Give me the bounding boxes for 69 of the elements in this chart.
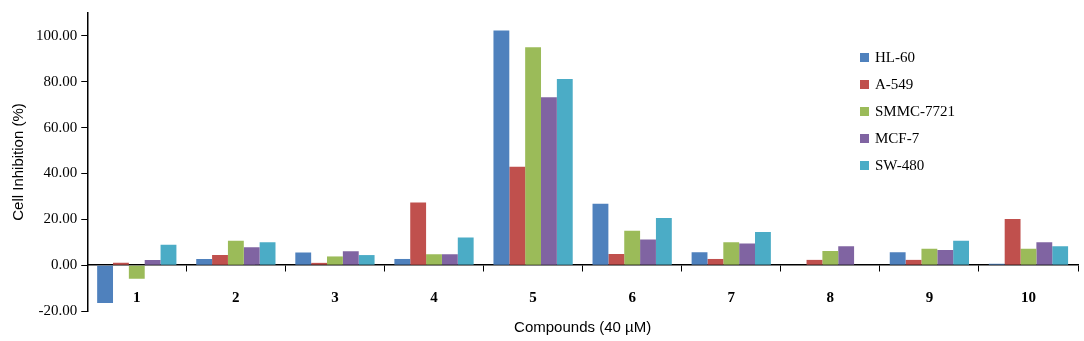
bar: [1004, 219, 1021, 265]
y-axis-title: Cell Inhibition (%): [9, 103, 27, 221]
legend-label: SMMC-7721: [874, 102, 956, 119]
bar: [640, 239, 656, 265]
bar: [624, 230, 641, 265]
bar: [953, 240, 970, 265]
bar: [97, 265, 114, 303]
bar: [806, 259, 823, 265]
bar: [394, 258, 411, 265]
legend-label: A-549: [874, 75, 914, 92]
bar: [457, 237, 474, 265]
bar: [937, 250, 954, 265]
bar: [441, 254, 458, 265]
bar: [493, 30, 510, 265]
x-tick-label: 5: [529, 289, 537, 306]
bar: [509, 166, 526, 265]
y-tick-label: 60.00: [43, 118, 78, 135]
bar: [921, 248, 938, 265]
x-tick-label: 4: [430, 289, 439, 306]
x-tick-label: 8: [826, 289, 835, 306]
bar: [128, 265, 145, 279]
bar: [212, 255, 228, 265]
legend-label: HL-60: [874, 48, 915, 65]
legend-label: SW-480: [874, 156, 925, 173]
bar: [1052, 246, 1069, 265]
x-tick-label: 1: [133, 289, 141, 306]
bar: [196, 258, 213, 265]
bar: [426, 254, 442, 265]
bar: [723, 242, 740, 265]
bar: [739, 243, 756, 265]
bar: [295, 252, 312, 265]
bar: [691, 252, 708, 265]
y-tick-label: 80.00: [43, 72, 78, 89]
x-tick-label: 6: [628, 289, 637, 306]
y-tick-label: -20.00: [38, 301, 78, 318]
bar: [327, 256, 343, 265]
bar: [410, 202, 427, 265]
bar: [707, 258, 724, 265]
bar: [243, 247, 260, 265]
y-tick-label: 20.00: [43, 210, 78, 227]
bar: [1020, 248, 1037, 265]
x-tick-label: 10: [1020, 289, 1036, 306]
bar: [227, 240, 244, 265]
bar: [1036, 242, 1053, 265]
x-tick-label: 2: [232, 289, 240, 306]
y-tick-label: 100.00: [36, 26, 78, 43]
bar: [838, 246, 855, 265]
x-tick-label: 7: [727, 289, 736, 306]
bar: [259, 242, 276, 265]
bar: [905, 259, 922, 265]
x-tick-label: 3: [331, 289, 339, 306]
bar: [342, 251, 359, 265]
bar: [889, 252, 906, 265]
bar: [358, 255, 375, 265]
legend-label: MCF-7: [874, 129, 920, 146]
bar: [556, 79, 573, 265]
bar: [144, 259, 161, 265]
bar: [755, 231, 771, 265]
x-axis-title: Compounds (40 µM): [514, 317, 652, 335]
bar: [608, 253, 625, 265]
bar: [160, 244, 177, 265]
bar: [541, 97, 557, 265]
y-tick-label: 0.00: [51, 256, 78, 273]
y-tick-label: 40.00: [43, 164, 78, 181]
bar: [525, 47, 542, 265]
bar: [655, 217, 672, 265]
bar: [822, 250, 839, 265]
bar: [592, 203, 609, 265]
x-tick-label: 9: [925, 289, 934, 306]
